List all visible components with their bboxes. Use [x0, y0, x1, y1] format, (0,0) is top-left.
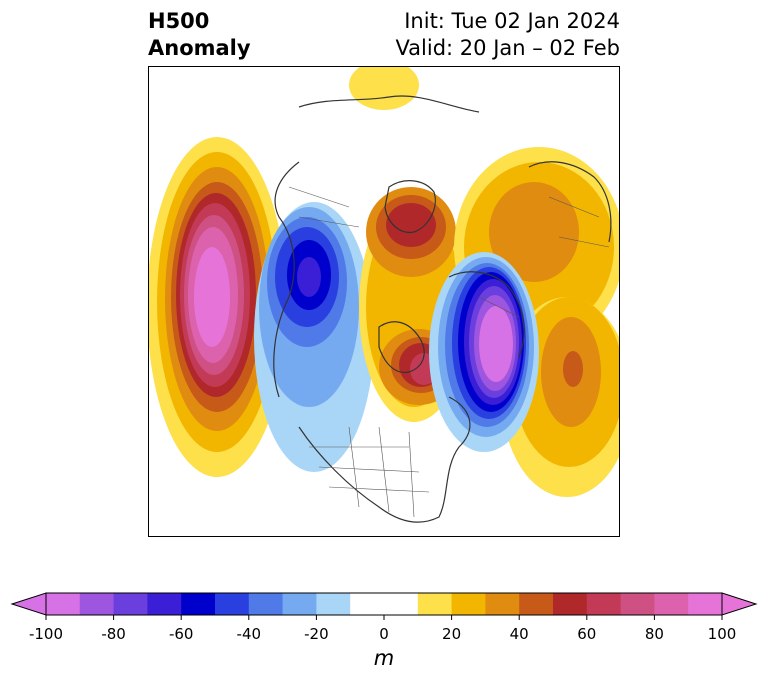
- coastlines: [273, 95, 612, 523]
- colorbar-cell: [282, 593, 317, 615]
- anomaly-map-svg: [149, 67, 619, 523]
- colorbar-cell: [215, 593, 250, 615]
- colorbar-cell: [654, 593, 689, 615]
- colorbar-extend-low: [10, 592, 47, 616]
- colorbar-cell: [519, 593, 554, 615]
- borders: [288, 186, 610, 518]
- colorbar-cell: [147, 593, 182, 615]
- colorbar-unit: m: [373, 646, 395, 670]
- colorbar: [10, 592, 758, 620]
- anomaly-map: [148, 66, 620, 537]
- colorbar-tick-label: -80: [101, 625, 126, 643]
- colorbar-tick-marks: [45, 615, 723, 620]
- colorbar-cell: [79, 593, 115, 615]
- map-title-right: Init: Tue 02 Jan 2024 Valid: 20 Jan – 02…: [395, 8, 620, 62]
- colorbar-tick-label: 80: [644, 625, 664, 643]
- pacific-ridge: [149, 137, 287, 477]
- colorbar-cell: [181, 593, 216, 615]
- colorbar-cell: [113, 593, 148, 615]
- colorbar-tick-label: 100: [707, 625, 737, 643]
- init-date: Init: Tue 02 Jan 2024: [404, 9, 620, 33]
- colorbar-cell: [586, 593, 622, 615]
- colorbar-cell: [451, 593, 486, 615]
- colorbar-cell: [417, 593, 453, 615]
- europe-trough: [429, 252, 539, 452]
- colorbar-cell: [384, 593, 419, 615]
- colorbar-cell: [316, 593, 351, 615]
- canada-trough: [254, 202, 374, 472]
- colorbar-cell: [485, 593, 520, 615]
- colorbar-tick-label: 40: [509, 625, 529, 643]
- colorbar-cell: [553, 593, 588, 615]
- colorbar-cell: [688, 593, 723, 615]
- colorbar-tick-label: 0: [379, 625, 389, 643]
- colorbar-tick-label: -100: [28, 625, 64, 643]
- colorbar-cell: [350, 593, 385, 615]
- colorbar-tick-label: -20: [304, 625, 329, 643]
- colorbar-tick-label: -40: [236, 625, 262, 643]
- colorbar-tick-label: 20: [442, 625, 462, 643]
- title-field: Anomaly: [148, 36, 251, 60]
- valid-range: Valid: 20 Jan – 02 Feb: [395, 36, 620, 60]
- colorbar-cell: [620, 593, 655, 615]
- colorbar-cells: [10, 592, 758, 616]
- title-variable: H500: [148, 9, 210, 33]
- colorbar-cell: [248, 593, 284, 615]
- colorbar-cell: [46, 593, 81, 615]
- colorbar-extend-high: [721, 592, 758, 616]
- map-title-left: H500 Anomaly: [148, 8, 251, 62]
- colorbar-tick-label: -60: [168, 625, 194, 643]
- colorbar-tick-label: 60: [577, 625, 597, 643]
